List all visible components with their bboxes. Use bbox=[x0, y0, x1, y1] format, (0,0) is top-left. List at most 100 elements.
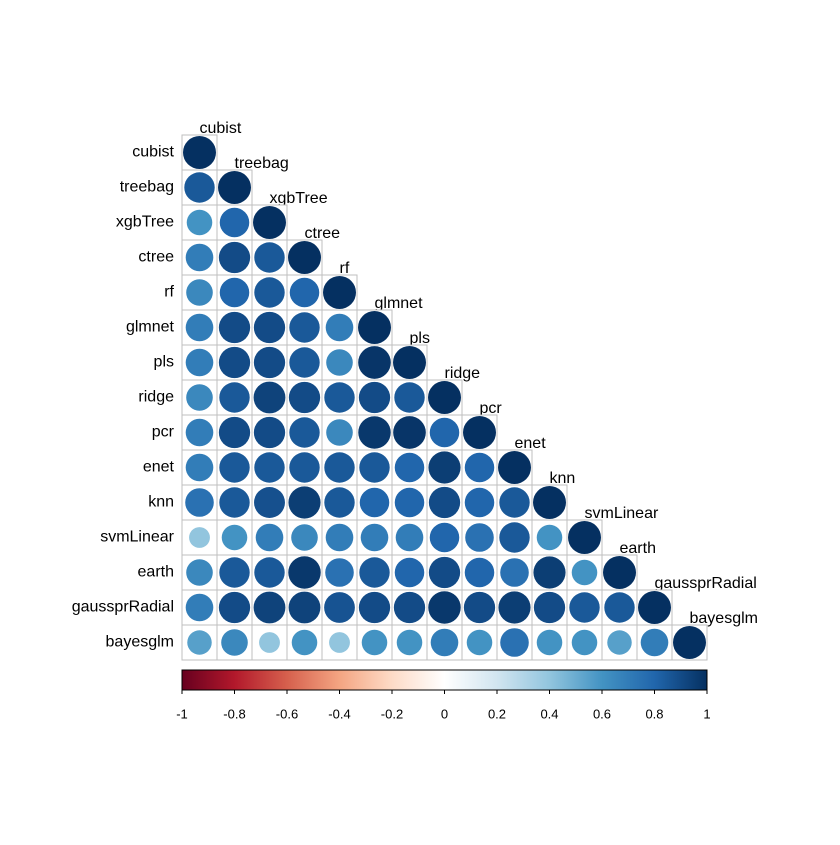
correlation-circle bbox=[603, 556, 636, 589]
correlation-circle bbox=[254, 487, 285, 518]
row-label: glmnet bbox=[126, 319, 175, 336]
colorbar-tick-label: 0.6 bbox=[593, 706, 611, 721]
correlation-circle bbox=[288, 556, 321, 589]
colorbar-tick-label: -0.6 bbox=[276, 706, 298, 721]
correlation-circle bbox=[464, 452, 495, 483]
correlation-circle bbox=[324, 487, 355, 518]
correlation-circle bbox=[358, 381, 391, 414]
correlation-circle bbox=[219, 557, 250, 588]
correlation-circle bbox=[218, 171, 251, 204]
correlation-circle bbox=[498, 451, 531, 484]
correlation-circle bbox=[184, 172, 215, 203]
correlation-circle bbox=[500, 558, 529, 587]
correlation-circle bbox=[326, 419, 353, 446]
correlation-circle bbox=[359, 452, 390, 483]
correlation-circle bbox=[218, 591, 251, 624]
colorbar bbox=[181, 669, 708, 691]
correlation-circle bbox=[361, 629, 388, 656]
correlation-circle bbox=[253, 381, 286, 414]
colorbar-tick-label: 0.2 bbox=[488, 706, 506, 721]
correlation-circle bbox=[253, 416, 286, 449]
correlation-circle bbox=[218, 311, 251, 344]
correlation-circle bbox=[359, 557, 390, 588]
colorbar-tick-label: -0.8 bbox=[223, 706, 245, 721]
correlation-circle bbox=[394, 382, 425, 413]
correlation-circle bbox=[393, 346, 426, 379]
column-label: glmnet bbox=[375, 295, 424, 312]
correlation-circle bbox=[185, 418, 214, 447]
correlation-circle bbox=[393, 591, 426, 624]
colorbar-tick-label: -0.4 bbox=[328, 706, 350, 721]
correlation-circle bbox=[429, 522, 460, 553]
colorbar-tick-label: 1 bbox=[703, 706, 710, 721]
correlation-circle bbox=[254, 242, 285, 273]
row-label: bayesglm bbox=[106, 634, 174, 651]
correlation-circle bbox=[218, 346, 251, 379]
correlation-circle bbox=[185, 243, 214, 272]
correlation-circle bbox=[254, 277, 285, 308]
correlation-circle bbox=[219, 277, 250, 308]
column-label: ridge bbox=[445, 365, 481, 382]
correlation-circle bbox=[428, 556, 461, 589]
correlation-circle bbox=[394, 557, 425, 588]
correlation-circle bbox=[358, 346, 391, 379]
correlation-circle bbox=[533, 591, 566, 624]
correlation-circle bbox=[186, 559, 213, 586]
column-label: pcr bbox=[480, 400, 503, 417]
correlation-circle bbox=[464, 487, 495, 518]
correlation-circle bbox=[291, 629, 318, 656]
correlation-circle bbox=[323, 276, 356, 309]
colorbar-tick-label: -0.2 bbox=[381, 706, 403, 721]
correlation-circle bbox=[499, 522, 530, 553]
row-label: rf bbox=[164, 284, 174, 301]
correlation-circle bbox=[394, 487, 425, 518]
row-label: ridge bbox=[138, 389, 174, 406]
correlation-circle bbox=[254, 557, 285, 588]
correlation-circle bbox=[185, 348, 214, 377]
correlation-circle bbox=[218, 241, 251, 274]
column-label: cubist bbox=[200, 120, 242, 137]
correlation-circle bbox=[253, 311, 286, 344]
correlation-circle bbox=[218, 416, 251, 449]
correlation-circle bbox=[359, 487, 390, 518]
correlation-circle bbox=[673, 626, 706, 659]
column-label: xgbTree bbox=[270, 190, 328, 207]
correlation-circle bbox=[500, 628, 529, 657]
correlation-circle bbox=[219, 207, 250, 238]
correlation-circle bbox=[464, 557, 495, 588]
correlation-circle bbox=[533, 556, 566, 589]
row-label: treebag bbox=[120, 179, 174, 196]
correlation-circle bbox=[324, 382, 355, 413]
correlation-circle bbox=[324, 592, 355, 623]
correlation-circle bbox=[325, 523, 354, 552]
row-label: earth bbox=[138, 564, 174, 581]
correlation-circle bbox=[463, 591, 496, 624]
correlation-circle bbox=[288, 486, 321, 519]
correlation-circle bbox=[291, 524, 318, 551]
column-label: treebag bbox=[235, 155, 289, 172]
row-label: knn bbox=[148, 494, 174, 511]
correlation-circle bbox=[428, 486, 461, 519]
correlation-circle bbox=[428, 451, 461, 484]
correlation-circle bbox=[569, 592, 600, 623]
column-label: rf bbox=[340, 260, 350, 277]
correlation-circle bbox=[289, 312, 320, 343]
correlation-circle bbox=[289, 347, 320, 378]
correlation-circle bbox=[463, 416, 496, 449]
correlation-circle bbox=[607, 630, 632, 655]
correlation-circle bbox=[466, 629, 493, 656]
correlation-circle bbox=[395, 523, 424, 552]
correlation-circle bbox=[186, 209, 213, 236]
correlation-circle bbox=[186, 279, 213, 306]
correlation-circle bbox=[221, 524, 248, 551]
row-label: xgbTree bbox=[116, 214, 174, 231]
correlation-circle bbox=[640, 628, 669, 657]
cell bbox=[321, 624, 358, 661]
row-label: ctree bbox=[138, 249, 174, 266]
correlation-circle bbox=[499, 487, 530, 518]
correlation-circle bbox=[189, 527, 210, 548]
correlation-circle bbox=[221, 629, 248, 656]
correlation-circle bbox=[254, 452, 285, 483]
correlation-circle bbox=[358, 416, 391, 449]
correlation-circle bbox=[183, 136, 216, 169]
